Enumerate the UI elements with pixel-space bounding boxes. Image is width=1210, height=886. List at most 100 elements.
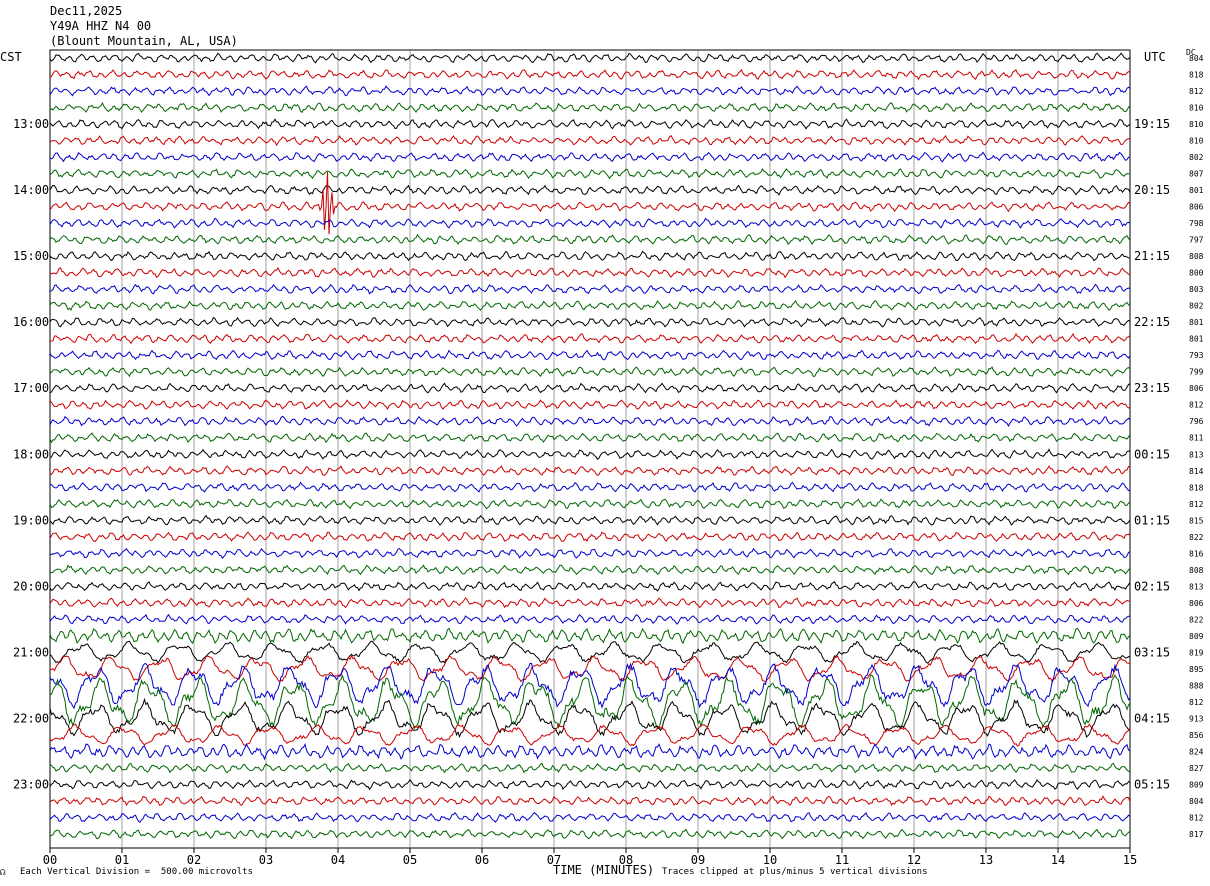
- seismic-trace: [49, 432, 1131, 444]
- seismic-trace: [49, 415, 1131, 427]
- dc-offset-label: 813: [1189, 450, 1204, 459]
- utc-hour-label: 04:15: [1134, 711, 1170, 725]
- x-tick-label: 00: [43, 853, 57, 867]
- x-tick-label: 06: [475, 853, 489, 867]
- x-tick-label: 08: [619, 853, 633, 867]
- cst-hour-label: 18:00: [13, 447, 49, 461]
- seismic-trace: [49, 102, 1131, 114]
- utc-hour-label: 23:15: [1134, 381, 1170, 395]
- dc-offset-label: 808: [1189, 252, 1204, 261]
- seismic-trace: [49, 366, 1131, 378]
- utc-hour-label: 05:15: [1134, 777, 1170, 791]
- dc-offset-label: 913: [1189, 714, 1204, 723]
- seismic-trace: [49, 134, 1131, 147]
- utc-hour-label: 20:15: [1134, 183, 1170, 197]
- utc-axis-title: UTC: [1144, 50, 1166, 64]
- cst-hour-label: 15:00: [13, 249, 49, 263]
- seismic-trace: [49, 118, 1131, 130]
- dc-offset-label: 812: [1189, 87, 1204, 96]
- dc-offset-label: 802: [1189, 302, 1204, 311]
- x-tick-label: 15: [1123, 853, 1137, 867]
- seismic-trace: [49, 349, 1131, 361]
- x-tick-label: 09: [691, 853, 705, 867]
- seismic-trace: [49, 481, 1131, 493]
- dc-offset-label: 812: [1189, 401, 1204, 410]
- seismic-trace: [49, 613, 1131, 625]
- dc-offset-label: 806: [1189, 203, 1204, 212]
- dc-offset-label: 809: [1189, 632, 1204, 641]
- dc-offset-label: 798: [1189, 219, 1204, 228]
- seismic-trace: [49, 654, 1131, 683]
- logo-mark: ☊: [0, 868, 6, 878]
- dc-offset-label: 818: [1189, 483, 1204, 492]
- seismic-trace: [49, 697, 1131, 739]
- dc-offset-label: 803: [1189, 285, 1204, 294]
- dc-offset-label: 810: [1189, 104, 1204, 113]
- seismic-trace: [49, 382, 1131, 394]
- dc-offset-label: 816: [1189, 549, 1204, 558]
- dc-offset-label: 812: [1189, 500, 1204, 509]
- utc-hour-label: 22:15: [1134, 315, 1170, 329]
- utc-hour-label: 02:15: [1134, 579, 1170, 593]
- seismic-trace: [49, 171, 1131, 235]
- seismic-trace: [49, 662, 1131, 710]
- seismic-trace: [49, 564, 1131, 576]
- x-tick-label: 11: [835, 853, 849, 867]
- cst-hour-label: 17:00: [13, 381, 49, 395]
- dc-offset-label: 801: [1189, 335, 1204, 344]
- seismic-trace: [49, 217, 1131, 229]
- dc-offset-label: 807: [1189, 170, 1204, 179]
- x-tick-label: 07: [547, 853, 561, 867]
- dc-offset-label: 827: [1189, 764, 1204, 773]
- seismic-trace: [49, 795, 1131, 807]
- cst-hour-label: 16:00: [13, 315, 49, 329]
- x-tick-label: 01: [115, 853, 129, 867]
- seismic-trace: [49, 812, 1131, 824]
- dc-offset-label: 819: [1189, 648, 1204, 657]
- dc-offset-label: 806: [1189, 599, 1204, 608]
- dc-offset-label: 822: [1189, 533, 1204, 542]
- dc-offset-label: 809: [1189, 780, 1204, 789]
- seismic-trace: [49, 267, 1130, 279]
- dc-offset-label: 895: [1189, 665, 1204, 674]
- dc-offset-label: 806: [1189, 384, 1204, 393]
- plot-frame: [49, 49, 1131, 849]
- seismic-trace: [49, 778, 1131, 791]
- seismic-trace: [49, 299, 1131, 311]
- seismic-trace: [49, 674, 1131, 730]
- dc-offset-label: 810: [1189, 137, 1204, 146]
- cst-hour-label: 19:00: [13, 513, 49, 527]
- utc-hour-label: 03:15: [1134, 645, 1170, 659]
- dc-offset-label: 888: [1189, 681, 1204, 690]
- cst-hour-label: 20:00: [13, 579, 49, 593]
- x-tick-label: 12: [907, 853, 921, 867]
- dc-offset-label: 822: [1189, 615, 1204, 624]
- seismic-trace: [49, 151, 1131, 163]
- dc-offset-label: 796: [1189, 417, 1204, 426]
- dc-offset-label: 800: [1189, 269, 1204, 278]
- seismic-trace: [49, 316, 1131, 328]
- dc-offset-label: 856: [1189, 731, 1204, 740]
- x-axis-title: TIME (MINUTES): [553, 863, 655, 877]
- dc-offset-label: 815: [1189, 516, 1204, 525]
- seismic-trace: [49, 547, 1131, 560]
- seismic-trace: [49, 531, 1131, 543]
- x-tick-label: 14: [1051, 853, 1065, 867]
- scale-note: Each Vertical Division = 500.00 microvol…: [20, 867, 253, 877]
- seismic-trace: [49, 167, 1131, 180]
- dc-offset-label: 804: [1189, 797, 1204, 806]
- dc-offset-label: 812: [1189, 813, 1204, 822]
- cst-hour-label: 23:00: [13, 777, 49, 791]
- dc-offset-label: 797: [1189, 236, 1204, 245]
- cst-axis-title: CST: [0, 50, 22, 64]
- dc-offset-label: 801: [1189, 186, 1204, 195]
- seismic-trace: [49, 723, 1131, 747]
- seismic-trace: [49, 828, 1131, 840]
- dc-axis-title: DC: [1186, 48, 1196, 57]
- seismic-trace: [49, 498, 1131, 510]
- x-tick-label: 13: [979, 853, 993, 867]
- seismic-trace: [49, 742, 1131, 761]
- seismic-trace: [49, 250, 1131, 262]
- cst-hour-label: 21:00: [13, 645, 49, 659]
